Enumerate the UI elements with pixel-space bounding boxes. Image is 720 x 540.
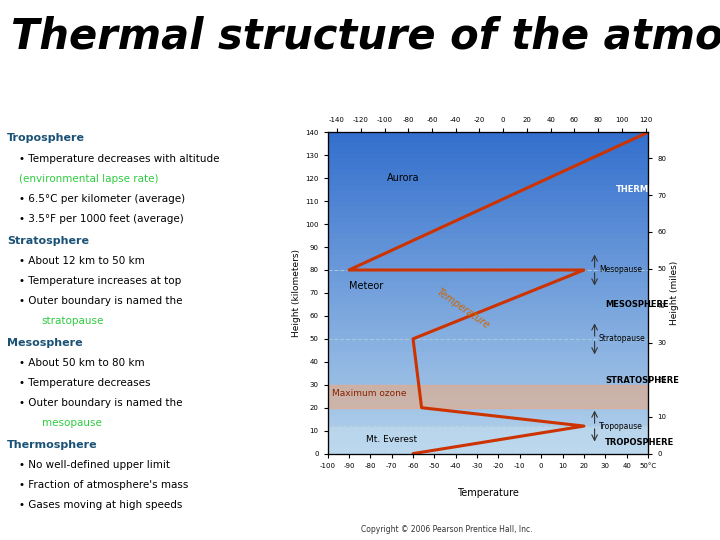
Bar [328,180,648,186]
Bar [328,395,648,400]
Text: MESOSPHERE: MESOSPHERE [606,300,669,309]
Text: Meteor: Meteor [349,281,383,291]
Text: • Gases moving at high speeds: • Gases moving at high speeds [19,500,182,510]
Bar [328,357,648,362]
Bar [328,261,648,266]
Bar [328,234,648,239]
Text: stratopause: stratopause [42,316,104,326]
Bar [328,272,648,277]
Text: • Fraction of atmosphere's mass: • Fraction of atmosphere's mass [19,480,188,490]
Text: Mesopause: Mesopause [599,266,642,274]
Bar [328,293,648,298]
Bar [328,202,648,207]
Text: Copyright © 2006 Pearson Prentice Hall, Inc.: Copyright © 2006 Pearson Prentice Hall, … [361,525,532,534]
Bar [328,368,648,373]
Bar [328,384,648,389]
Bar [328,314,648,320]
Text: • Temperature decreases with altitude: • Temperature decreases with altitude [19,154,219,164]
Bar [328,288,648,293]
Bar [328,336,648,341]
Bar [328,159,648,165]
Y-axis label: Height (kilometers): Height (kilometers) [292,249,301,337]
Text: (environmental lapse rate): (environmental lapse rate) [19,174,158,184]
Bar [328,437,648,443]
Bar [328,427,648,432]
Bar [328,320,648,325]
Text: Thermosphere: Thermosphere [7,440,98,450]
Bar [328,411,648,416]
Bar [328,245,648,250]
Bar [328,373,648,379]
Bar [328,165,648,170]
Bar [328,197,648,202]
Text: • No well-defined upper limit: • No well-defined upper limit [19,461,170,470]
Text: • About 50 km to 80 km: • About 50 km to 80 km [19,359,144,368]
Bar [328,138,648,143]
Text: Troposphere: Troposphere [7,133,85,144]
Text: Maximum ozone: Maximum ozone [332,389,406,399]
Bar [328,347,648,352]
Bar [328,384,648,408]
Bar [328,379,648,384]
Text: • 6.5°C per kilometer (average): • 6.5°C per kilometer (average) [19,194,185,204]
Bar [328,213,648,218]
Bar [328,298,648,303]
Bar [328,239,648,245]
Bar [328,406,648,411]
Bar [328,186,648,191]
Bar [328,170,648,175]
Text: Tropopause: Tropopause [599,422,643,430]
Bar [328,309,648,314]
Bar [328,421,648,427]
Bar [328,266,648,272]
Text: Thermal structure of the atmosphere: Thermal structure of the atmosphere [11,16,720,58]
Text: • About 12 km to 50 km: • About 12 km to 50 km [19,256,145,266]
Text: Stratopause: Stratopause [599,334,646,343]
Bar [328,389,648,395]
X-axis label: Temperature: Temperature [457,488,518,498]
Bar [328,277,648,282]
Bar [328,282,648,288]
Text: • Temperature decreases: • Temperature decreases [19,378,150,388]
Bar [328,132,648,138]
Bar [328,400,648,406]
Bar [328,148,648,154]
Bar [328,426,648,454]
Bar [328,154,648,159]
Bar [328,448,648,454]
Bar [328,330,648,336]
Text: THERMOSPHERE: THERMOSPHERE [616,185,693,194]
Bar [328,432,648,437]
Text: Temperature: Temperature [434,287,491,331]
Bar [328,416,648,421]
Bar [328,303,648,309]
Bar [328,443,648,448]
Bar [328,175,648,180]
Bar [328,341,648,347]
Bar [328,229,648,234]
Text: Aurora: Aurora [387,173,420,183]
Y-axis label: Height (miles): Height (miles) [670,261,679,325]
Text: • Outer boundary is named the: • Outer boundary is named the [19,398,182,408]
Bar [328,362,648,368]
Bar [328,250,648,255]
Text: Stratosphere: Stratosphere [7,235,89,246]
Text: • Outer boundary is named the: • Outer boundary is named the [19,296,182,306]
Bar [328,143,648,148]
Text: • Temperature increases at top: • Temperature increases at top [19,276,181,286]
Bar [328,218,648,224]
Text: Mt. Everest: Mt. Everest [366,435,417,444]
Bar [328,207,648,213]
Bar [328,191,648,197]
Text: STRATOSPHERE: STRATOSPHERE [606,376,679,384]
Bar [328,255,648,261]
Bar [328,325,648,330]
Text: Mesosphere: Mesosphere [7,338,83,348]
Text: • 3.5°F per 1000 feet (average): • 3.5°F per 1000 feet (average) [19,214,184,224]
Text: TROPOSPHERE: TROPOSPHERE [606,437,675,447]
Bar [328,224,648,229]
Text: mesopause: mesopause [42,418,102,428]
Bar [328,352,648,357]
